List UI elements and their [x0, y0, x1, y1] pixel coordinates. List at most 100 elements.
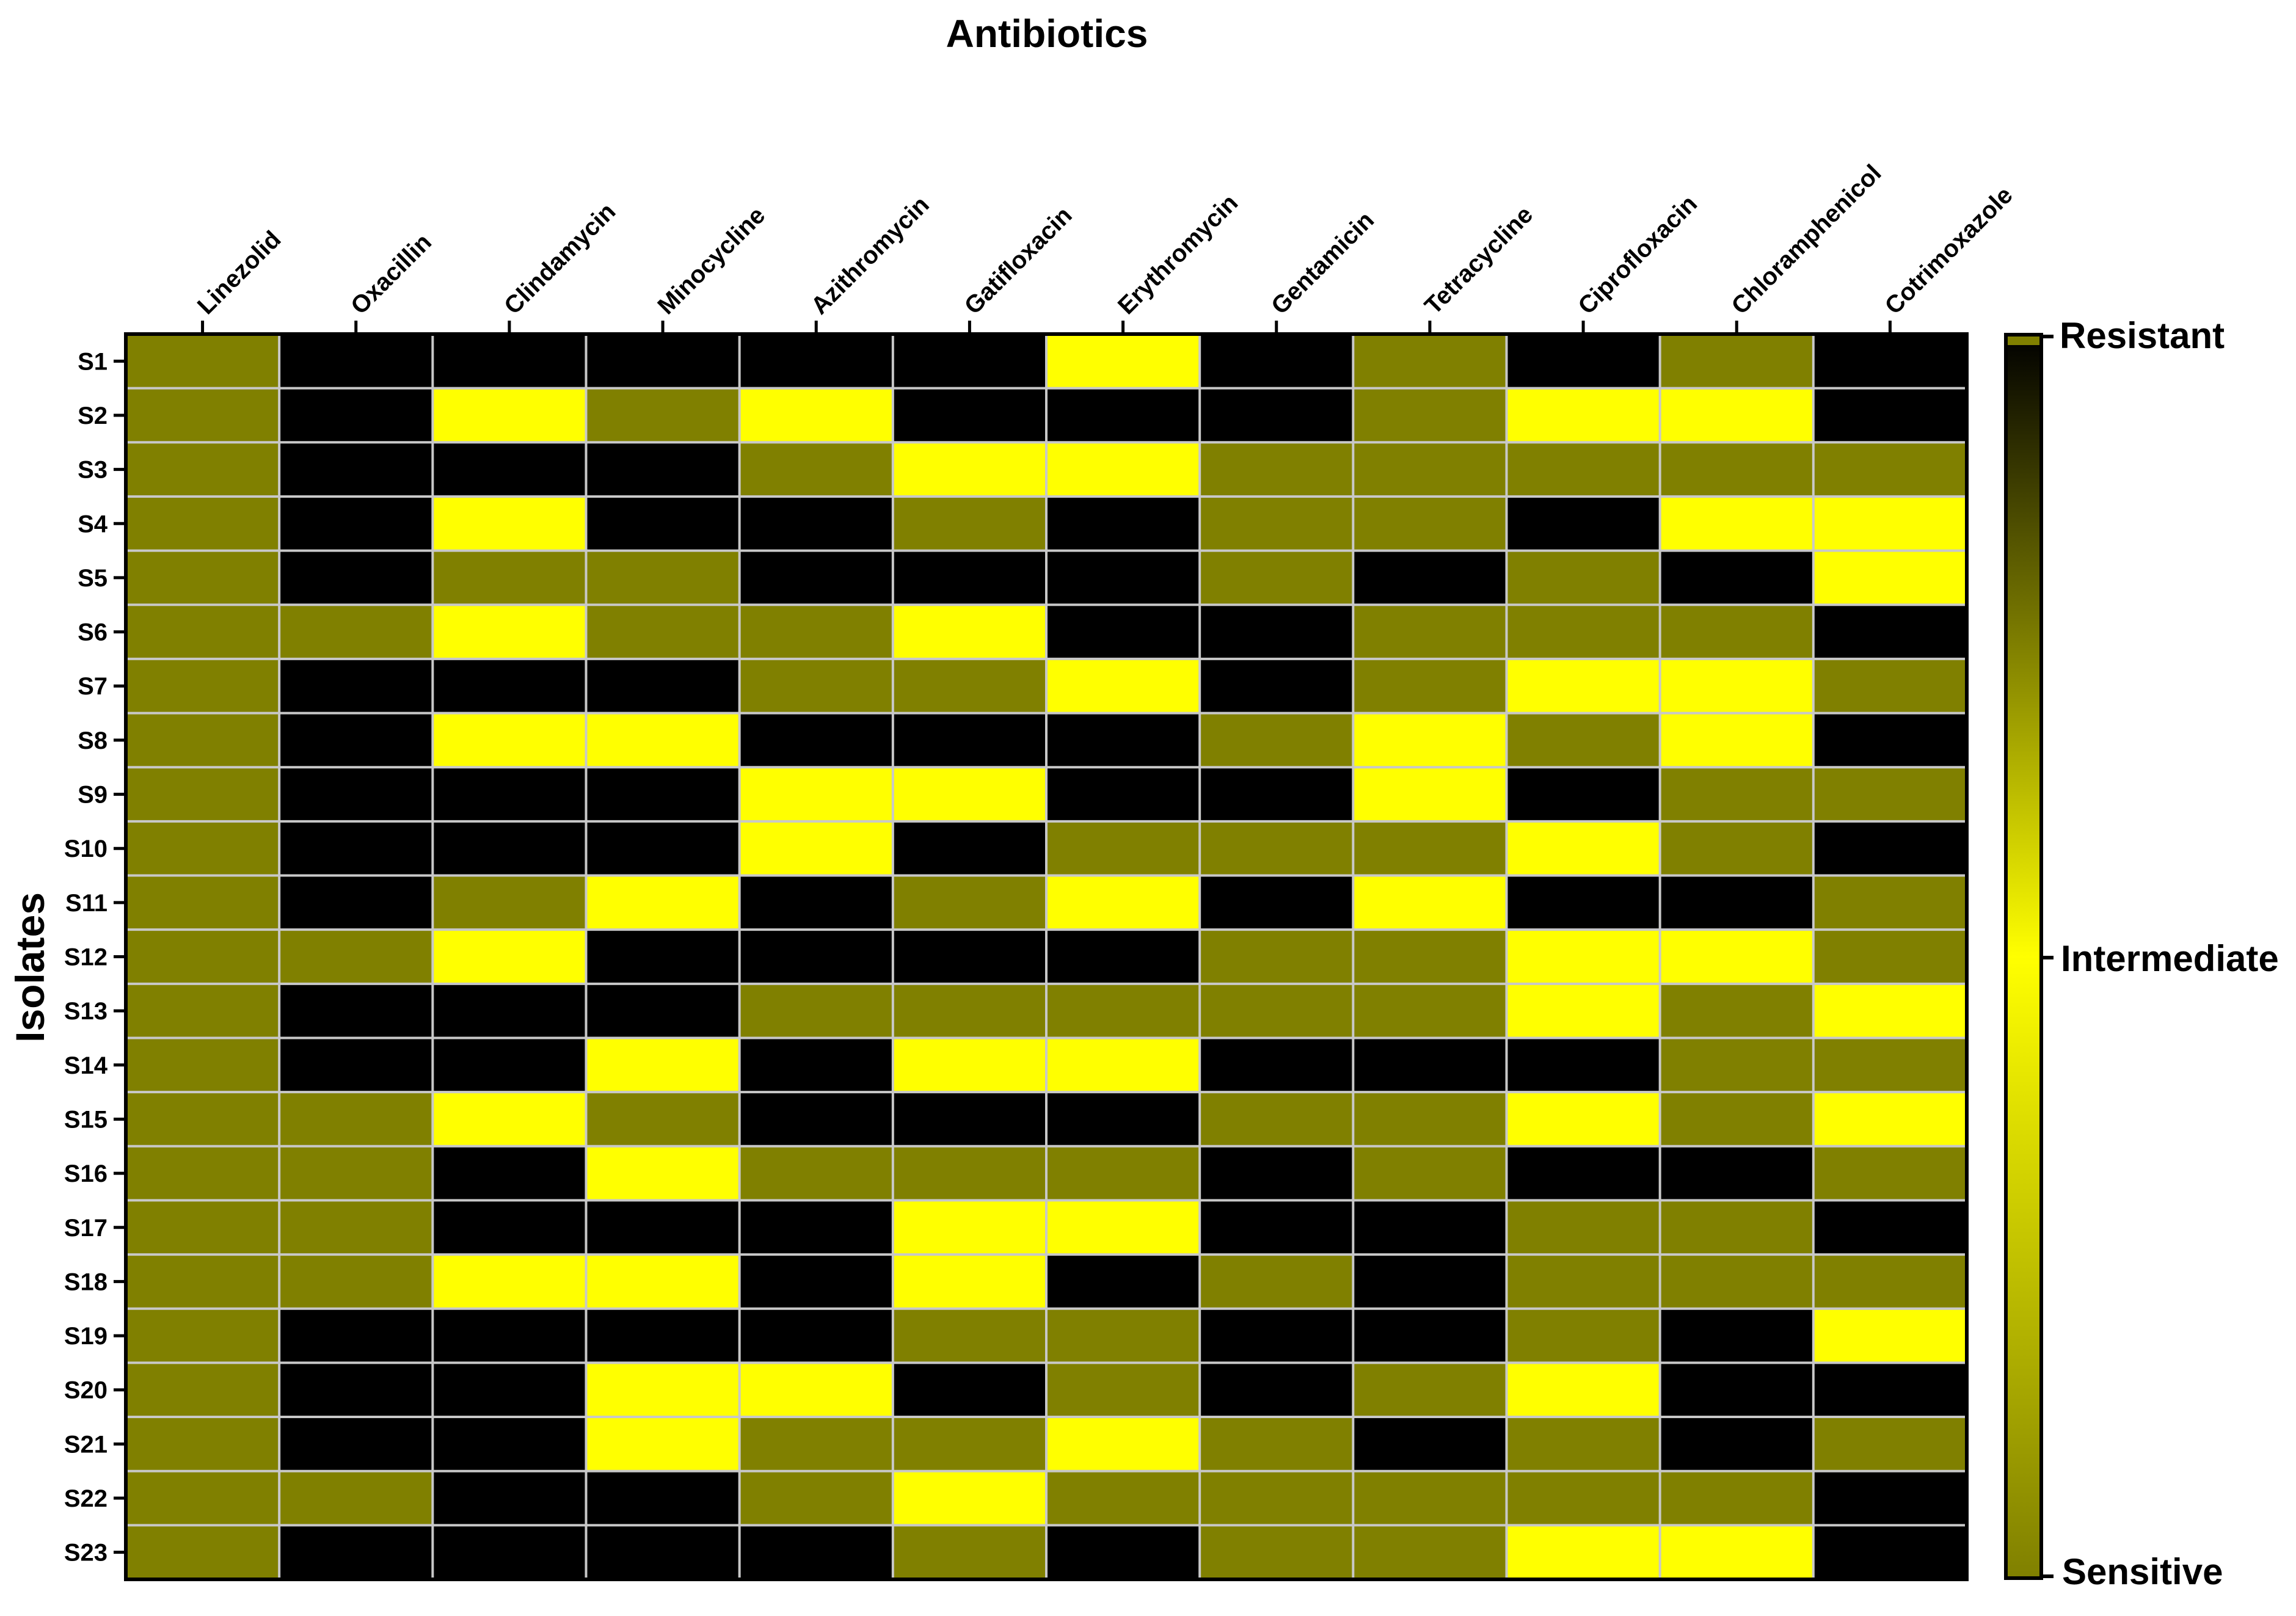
heatmap-cell-s5-ciprofloxacin — [1506, 550, 1660, 605]
heatmap-cell-s13-gentamicin — [1200, 983, 1354, 1038]
heatmap-cell-s6-gatifloxacin — [892, 605, 1046, 659]
heatmap-cell-s7-ciprofloxacin — [1506, 658, 1660, 713]
heatmap-cell-s1-gatifloxacin — [892, 334, 1046, 388]
heatmap-cell-s19-azithromycin — [739, 1308, 893, 1363]
heatmap-cell-s9-chloramphenicol — [1660, 767, 1813, 821]
heatmap-cell-s3-minocycline — [586, 442, 740, 497]
heatmap-cell-s1-ciprofloxacin — [1506, 334, 1660, 388]
heatmap-cell-s4-azithromycin — [739, 496, 893, 551]
heatmap-cell-s8-gatifloxacin — [892, 713, 1046, 768]
heatmap-cell-s8-clindamycin — [432, 713, 586, 768]
heatmap-cell-s13-azithromycin — [739, 983, 893, 1038]
row-label-s7: S7 — [78, 673, 108, 700]
heatmap-cell-s15-clindamycin — [432, 1092, 586, 1146]
heatmap-cell-s10-chloramphenicol — [1660, 821, 1813, 876]
heatmap-cell-s20-minocycline — [586, 1363, 740, 1418]
heatmap-cell-s3-azithromycin — [739, 442, 893, 497]
heatmap-cells — [126, 334, 1967, 1579]
heatmap-cell-s16-erythromycin — [1046, 1146, 1200, 1201]
heatmap-cell-s12-linezolid — [126, 930, 280, 984]
heatmap-cell-s7-oxacillin — [279, 658, 433, 713]
heatmap-cell-s23-clindamycin — [432, 1525, 586, 1579]
heatmap-cell-s6-minocycline — [586, 605, 740, 659]
heatmap-cell-s18-linezolid — [126, 1254, 280, 1309]
heatmap-cell-s16-minocycline — [586, 1146, 740, 1201]
heatmap-cell-s21-chloramphenicol — [1660, 1417, 1813, 1471]
heatmap-cell-s16-linezolid — [126, 1146, 280, 1201]
heatmap-cell-s6-gentamicin — [1200, 605, 1354, 659]
heatmap-cell-s17-linezolid — [126, 1200, 280, 1255]
heatmap-cell-s20-erythromycin — [1046, 1363, 1200, 1418]
heatmap-cell-s4-tetracycline — [1353, 496, 1507, 551]
chart-title: Antibiotics — [946, 12, 1148, 56]
heatmap-cell-s22-oxacillin — [279, 1471, 433, 1526]
heatmap-cell-s1-oxacillin — [279, 334, 433, 388]
heatmap-cell-s17-oxacillin — [279, 1200, 433, 1255]
heatmap-cell-s20-chloramphenicol — [1660, 1363, 1813, 1418]
heatmap-cell-s9-minocycline — [586, 767, 740, 821]
heatmap-cell-s8-azithromycin — [739, 713, 893, 768]
colorbar-top-swatch — [2008, 337, 2039, 345]
heatmap-cell-s10-minocycline — [586, 821, 740, 876]
heatmap-cell-s21-gatifloxacin — [892, 1417, 1046, 1471]
heatmap-cell-s2-oxacillin — [279, 388, 433, 443]
heatmap-cell-s10-gentamicin — [1200, 821, 1354, 876]
heatmap-cell-s3-gentamicin — [1200, 442, 1354, 497]
heatmap-cell-s15-ciprofloxacin — [1506, 1092, 1660, 1146]
heatmap-cell-s7-cotrimoxazole — [1813, 658, 1967, 713]
row-labels: S1 S2 S3 S4 S5 S6 S7 S8 S9 S10 S11 S12 S13 S14 S15 S16 S… — [64, 348, 108, 1566]
heatmap-cell-s1-linezolid — [126, 334, 280, 388]
row-label-s12: S12 — [64, 944, 108, 971]
heatmap-cell-s2-tetracycline — [1353, 388, 1507, 443]
row-label-s15: S15 — [64, 1106, 108, 1133]
heatmap-cell-s12-azithromycin — [739, 930, 893, 984]
heatmap-cell-s11-tetracycline — [1353, 875, 1507, 930]
heatmap-cell-s16-cotrimoxazole — [1813, 1146, 1967, 1201]
heatmap-cell-s13-erythromycin — [1046, 983, 1200, 1038]
heatmap-cell-s9-gatifloxacin — [892, 767, 1046, 821]
heatmap-cell-s2-clindamycin — [432, 388, 586, 443]
heatmap-cell-s18-oxacillin — [279, 1254, 433, 1309]
heatmap-cell-s15-cotrimoxazole — [1813, 1092, 1967, 1146]
heatmap-cell-s5-gatifloxacin — [892, 550, 1046, 605]
heatmap-cell-s12-minocycline — [586, 930, 740, 984]
row-label-s8: S8 — [78, 727, 108, 754]
heatmap-cell-s3-erythromycin — [1046, 442, 1200, 497]
heatmap-cell-s8-linezolid — [126, 713, 280, 768]
heatmap-cell-s15-oxacillin — [279, 1092, 433, 1146]
heatmap-cell-s23-cotrimoxazole — [1813, 1525, 1967, 1579]
heatmap-cell-s6-erythromycin — [1046, 605, 1200, 659]
heatmap-cell-s9-gentamicin — [1200, 767, 1354, 821]
row-label-s2: S2 — [78, 402, 108, 429]
column-label-gatifloxacin: Gatifloxacin — [960, 202, 1077, 319]
heatmap-cell-s5-clindamycin — [432, 550, 586, 605]
heatmap-cell-s22-tetracycline — [1353, 1471, 1507, 1526]
heatmap-cell-s12-erythromycin — [1046, 930, 1200, 984]
heatmap-cell-s3-ciprofloxacin — [1506, 442, 1660, 497]
column-label-oxacillin: Oxacillin — [346, 228, 437, 319]
heatmap-cell-s11-gatifloxacin — [892, 875, 1046, 930]
row-label-s19: S19 — [64, 1323, 108, 1350]
heatmap-cell-s12-clindamycin — [432, 930, 586, 984]
heatmap-cell-s11-cotrimoxazole — [1813, 875, 1967, 930]
heatmap-cell-s4-cotrimoxazole — [1813, 496, 1967, 551]
heatmap-cell-s22-cotrimoxazole — [1813, 1471, 1967, 1526]
heatmap-cell-s7-chloramphenicol — [1660, 658, 1813, 713]
heatmap-cell-s3-tetracycline — [1353, 442, 1507, 497]
heatmap-cell-s3-gatifloxacin — [892, 442, 1046, 497]
heatmap-cell-s5-oxacillin — [279, 550, 433, 605]
heatmap-cell-s9-cotrimoxazole — [1813, 767, 1967, 821]
row-label-s22: S22 — [64, 1485, 108, 1512]
heatmap-cell-s9-ciprofloxacin — [1506, 767, 1660, 821]
heatmap-cell-s15-azithromycin — [739, 1092, 893, 1146]
heatmap-cell-s17-gentamicin — [1200, 1200, 1354, 1255]
heatmap-cell-s22-gentamicin — [1200, 1471, 1354, 1526]
row-label-s6: S6 — [78, 619, 108, 646]
heatmap-cell-s22-linezolid — [126, 1471, 280, 1526]
heatmap-cell-s22-chloramphenicol — [1660, 1471, 1813, 1526]
column-label-erythromycin: Erythromycin — [1113, 189, 1243, 319]
heatmap-cell-s21-clindamycin — [432, 1417, 586, 1471]
heatmap-cell-s1-clindamycin — [432, 334, 586, 388]
heatmap-cell-s8-ciprofloxacin — [1506, 713, 1660, 768]
heatmap-cell-s11-oxacillin — [279, 875, 433, 930]
